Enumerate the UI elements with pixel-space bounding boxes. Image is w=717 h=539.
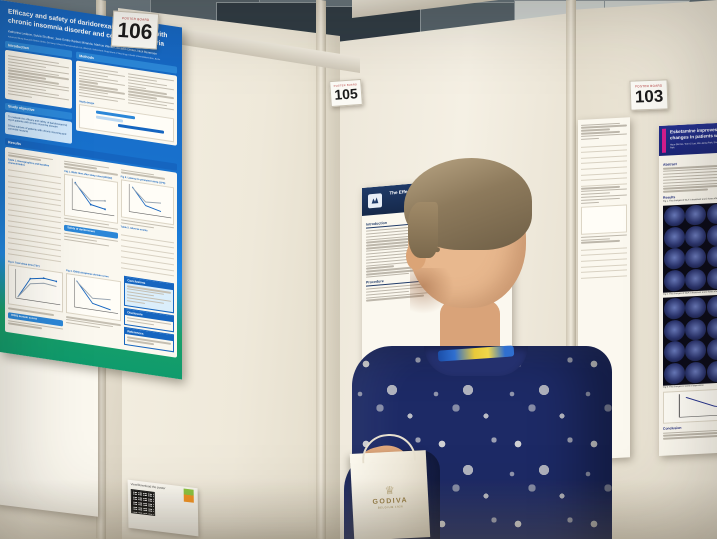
chart-depression-svg [678, 394, 717, 418]
poster-esketamine[interactable]: Esketamine improves neurometabolite chan… [659, 119, 717, 457]
esketamine-figure-1 [663, 199, 717, 293]
poster-cbti[interactable]: The Effect of CBT-I on Sleep Quality in … [362, 174, 512, 518]
chart-depression-score [663, 385, 717, 424]
institution-logo-icon [368, 193, 382, 209]
attendee-person [344, 150, 612, 539]
poster-daridorexant[interactable]: Efficacy and safety of daridorexant in p… [0, 0, 182, 380]
results-table-2 [120, 229, 174, 276]
poster-cbti-header: The Effect of CBT-I on Sleep Quality in … [362, 174, 512, 217]
box-conclusions: Conclusions [124, 276, 174, 313]
face-shading [410, 268, 454, 314]
placard-number: 106 [116, 18, 154, 45]
chart-tst [8, 264, 64, 313]
chart-waso-svg [72, 178, 115, 216]
chart-tst-svg [15, 269, 61, 306]
board-placard-105: POSTER BOARD 105 [329, 78, 363, 108]
board-divider [316, 0, 326, 539]
logo-mark-icon [371, 197, 379, 204]
poster-daridorexant-results-band: Results Table 1. Demographics and baseli… [0, 133, 182, 359]
panel-results: Table 1. Demographics and baseline chara… [5, 146, 177, 358]
chart-waso [64, 173, 118, 224]
results-table-1 [8, 164, 62, 263]
board-placard-103: POSTER BOARD 103 [629, 79, 669, 111]
panel-methods: Study design [76, 60, 177, 146]
panel-introduction [5, 50, 73, 109]
poster-esketamine-header: Esketamine improves neurometabolite chan… [659, 119, 717, 156]
chart-lps [120, 179, 174, 226]
chart-lps-svg [128, 183, 171, 218]
hair [404, 158, 532, 258]
placard-number: 105 [333, 85, 359, 104]
brain-image-grid [663, 199, 717, 293]
placard-number: 103 [634, 86, 664, 107]
chart-idsiq [66, 273, 122, 322]
chart-idsiq-svg [74, 278, 119, 315]
brain-image-grid [663, 292, 717, 386]
accent-bar [662, 128, 666, 153]
poster-esketamine-title: Esketamine improves neurometabolite chan… [670, 125, 717, 141]
floor-shading [0, 479, 717, 539]
esketamine-figure-2 [663, 292, 717, 386]
board-placard-106: POSTER BOARD 106 [110, 10, 160, 50]
